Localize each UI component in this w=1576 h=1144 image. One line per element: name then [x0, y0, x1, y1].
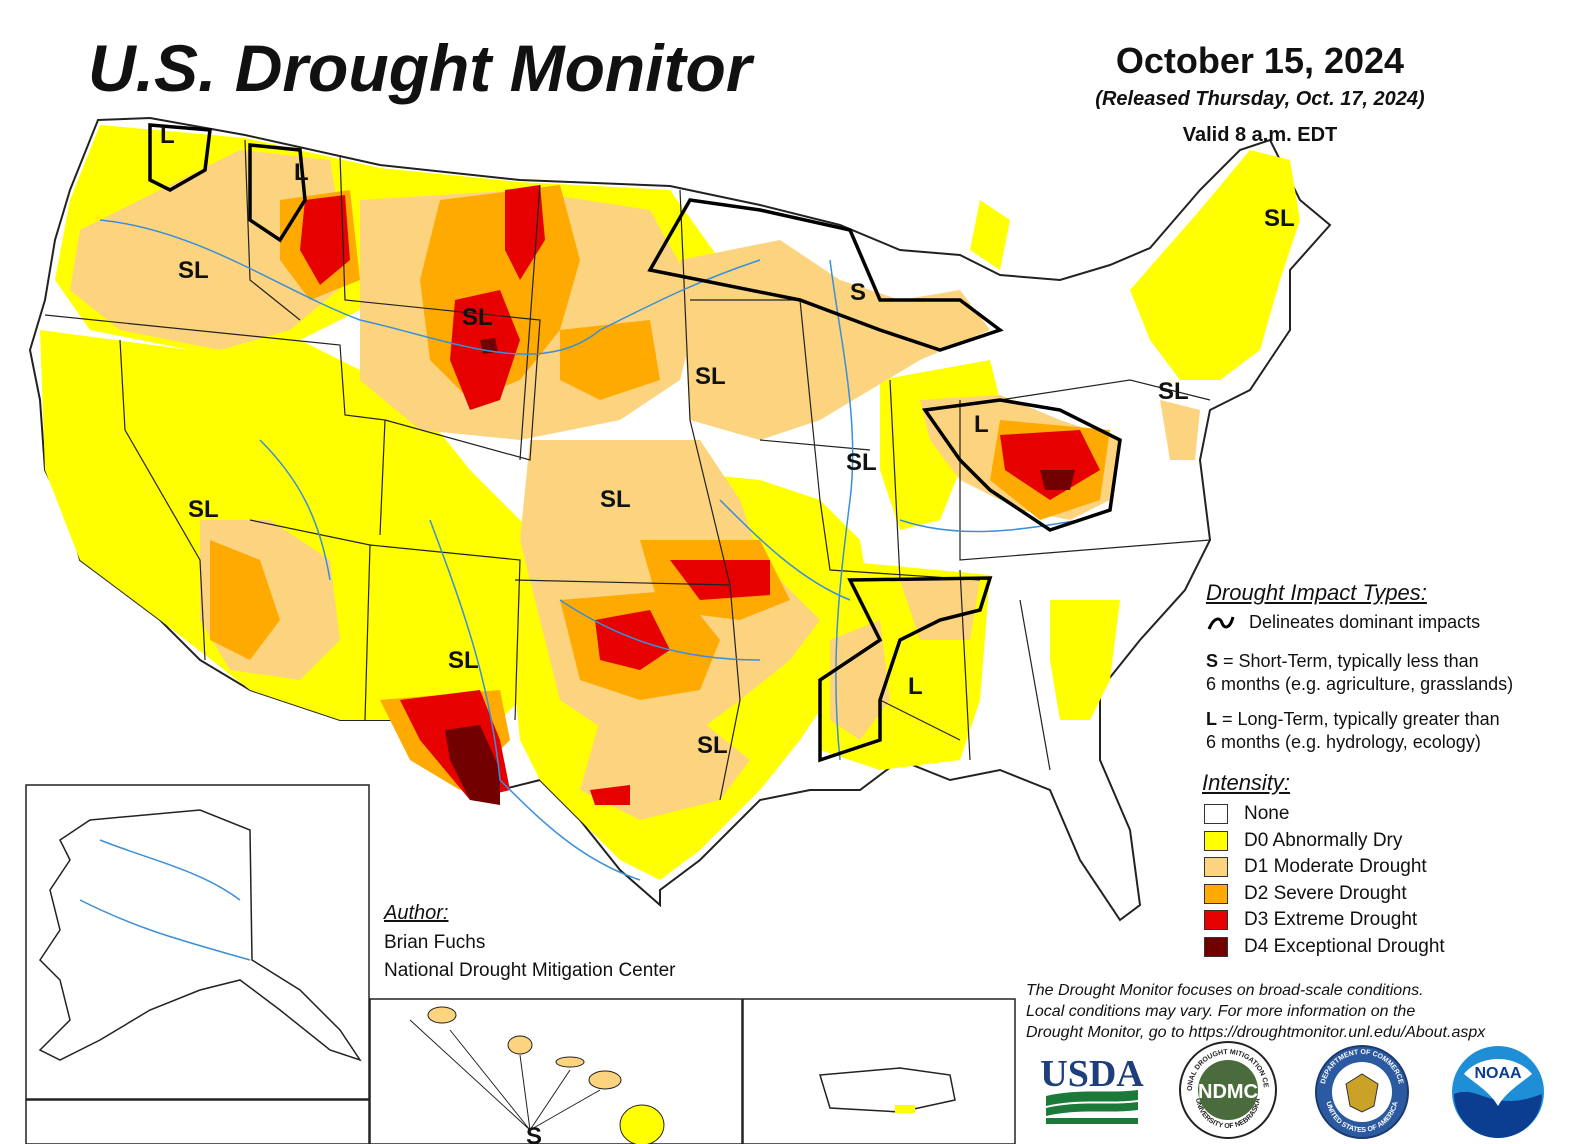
label-wy-sl: SL [462, 304, 493, 331]
short-term-text2: 6 months (e.g. agriculture, grasslands) [1206, 674, 1514, 694]
ndmc-logo: NATIONAL DROUGHT MITIGATION CENTER UNIVE… [1178, 1040, 1277, 1139]
page-title: U.S. Drought Monitor [88, 31, 752, 105]
impact-delineation-row: Delineates dominant impacts [1206, 612, 1480, 633]
state-borders [44, 139, 1211, 801]
legend-swatch [1204, 910, 1228, 930]
label-tx-sl: SL [697, 732, 728, 759]
legend-label: None [1244, 803, 1290, 824]
legend-swatch [1204, 936, 1228, 957]
hawaii-islands [409, 1006, 665, 1144]
label-wa-l: L [160, 122, 175, 149]
legend-label: D3 Extreme Drought [1244, 909, 1418, 930]
commerce-logo: DEPARTMENT OF COMMERCE UNITED STATES OF … [1315, 1045, 1409, 1139]
legend-swatch [1204, 883, 1228, 904]
label-ms-l: L [908, 673, 923, 700]
impact-types-heading: Drought Impact Types: [1206, 580, 1427, 605]
legend-swatch [1204, 830, 1228, 851]
disclaimer-line: Drought Monitor, go to https://droughtmo… [1026, 1024, 1486, 1041]
short-term-key: S [1206, 651, 1219, 671]
label-oh-l: L [974, 411, 989, 438]
intensity-heading: Intensity: [1202, 770, 1291, 795]
short-term-desc: S = Short-Term, typically less than 6 mo… [1206, 650, 1513, 696]
legend-row: D3 Extreme Drought [1204, 908, 1417, 932]
label-or-sl: SL [178, 257, 209, 284]
impact-boundaries [148, 123, 1122, 763]
alaska-rivers [79, 839, 251, 961]
alaska-inset-lower-frame [25, 1099, 370, 1144]
label-me-sl: SL [1264, 205, 1295, 232]
author-name: Brian Fuchs [384, 932, 486, 953]
long-term-text: = Long-Term, typically greater than [1217, 709, 1500, 729]
valid-time: Valid 8 a.m. EDT [1182, 124, 1338, 146]
author-heading: Author: [384, 902, 449, 924]
legend-label: D0 Abnormally Dry [1244, 829, 1403, 851]
long-term-desc: L = Long-Term, typically greater than 6 … [1206, 708, 1500, 754]
disclaimer: The Drought Monitor focuses on broad-sca… [1026, 980, 1566, 1043]
short-term-text: = Short-Term, typically less than [1218, 651, 1479, 671]
noaa-logo: NOAA [1452, 1046, 1544, 1138]
legend-label: D2 Severe Drought [1244, 882, 1407, 904]
release-date: (Released Thursday, Oct. 17, 2024) [1095, 88, 1425, 110]
puerto-rico-outline [819, 1067, 956, 1113]
label-il-sl: SL [846, 449, 877, 476]
author-org: National Drought Mitigation Center [384, 960, 676, 981]
label-mn-s: S [850, 279, 866, 306]
usda-logo: USDA [1040, 1053, 1144, 1124]
rivers [99, 219, 1081, 881]
legend-swatch [1204, 857, 1228, 877]
usda-logo-text: USDA [1040, 1053, 1144, 1095]
legend-swatch [1204, 804, 1228, 824]
long-term-text2: 6 months (e.g. hydrology, ecology) [1206, 732, 1481, 752]
label-nm-sl: SL [448, 647, 479, 674]
boundary-line-icon [1207, 616, 1235, 630]
delineates-text: Delineates dominant impacts [1249, 612, 1481, 632]
alaska-outline [38, 809, 362, 1062]
legend-row: D4 Exceptional Drought [1204, 935, 1445, 959]
legend-label: D4 Exceptional Drought [1244, 935, 1445, 957]
legend-row: None [1204, 802, 1289, 826]
noaa-logo-text: NOAA [1474, 1065, 1522, 1082]
pr-d0-patch [895, 1105, 915, 1113]
legend-row: D0 Abnormally Dry [1204, 829, 1402, 853]
disclaimer-line: Local conditions may vary. For more info… [1026, 1003, 1416, 1020]
disclaimer-line: The Drought Monitor focuses on broad-sca… [1026, 982, 1424, 999]
label-nv-sl: SL [188, 496, 219, 523]
legend-row: D1 Moderate Drought [1204, 855, 1427, 879]
hawaii-inset-frame [369, 998, 743, 1144]
legend-row: D2 Severe Drought [1204, 882, 1407, 906]
label-pa-sl: SL [1158, 378, 1189, 405]
d4-areas [445, 338, 1075, 805]
label-ks-sl: SL [600, 486, 631, 513]
map-date: October 15, 2024 [1115, 40, 1405, 81]
ndmc-logo-text: NDMC [1198, 1081, 1258, 1103]
label-id-l: L [294, 159, 309, 186]
label-ne-sl: SL [695, 363, 726, 390]
label-hi-s: S [526, 1123, 542, 1144]
legend-label: D1 Moderate Drought [1244, 856, 1427, 877]
long-term-key: L [1206, 709, 1217, 729]
